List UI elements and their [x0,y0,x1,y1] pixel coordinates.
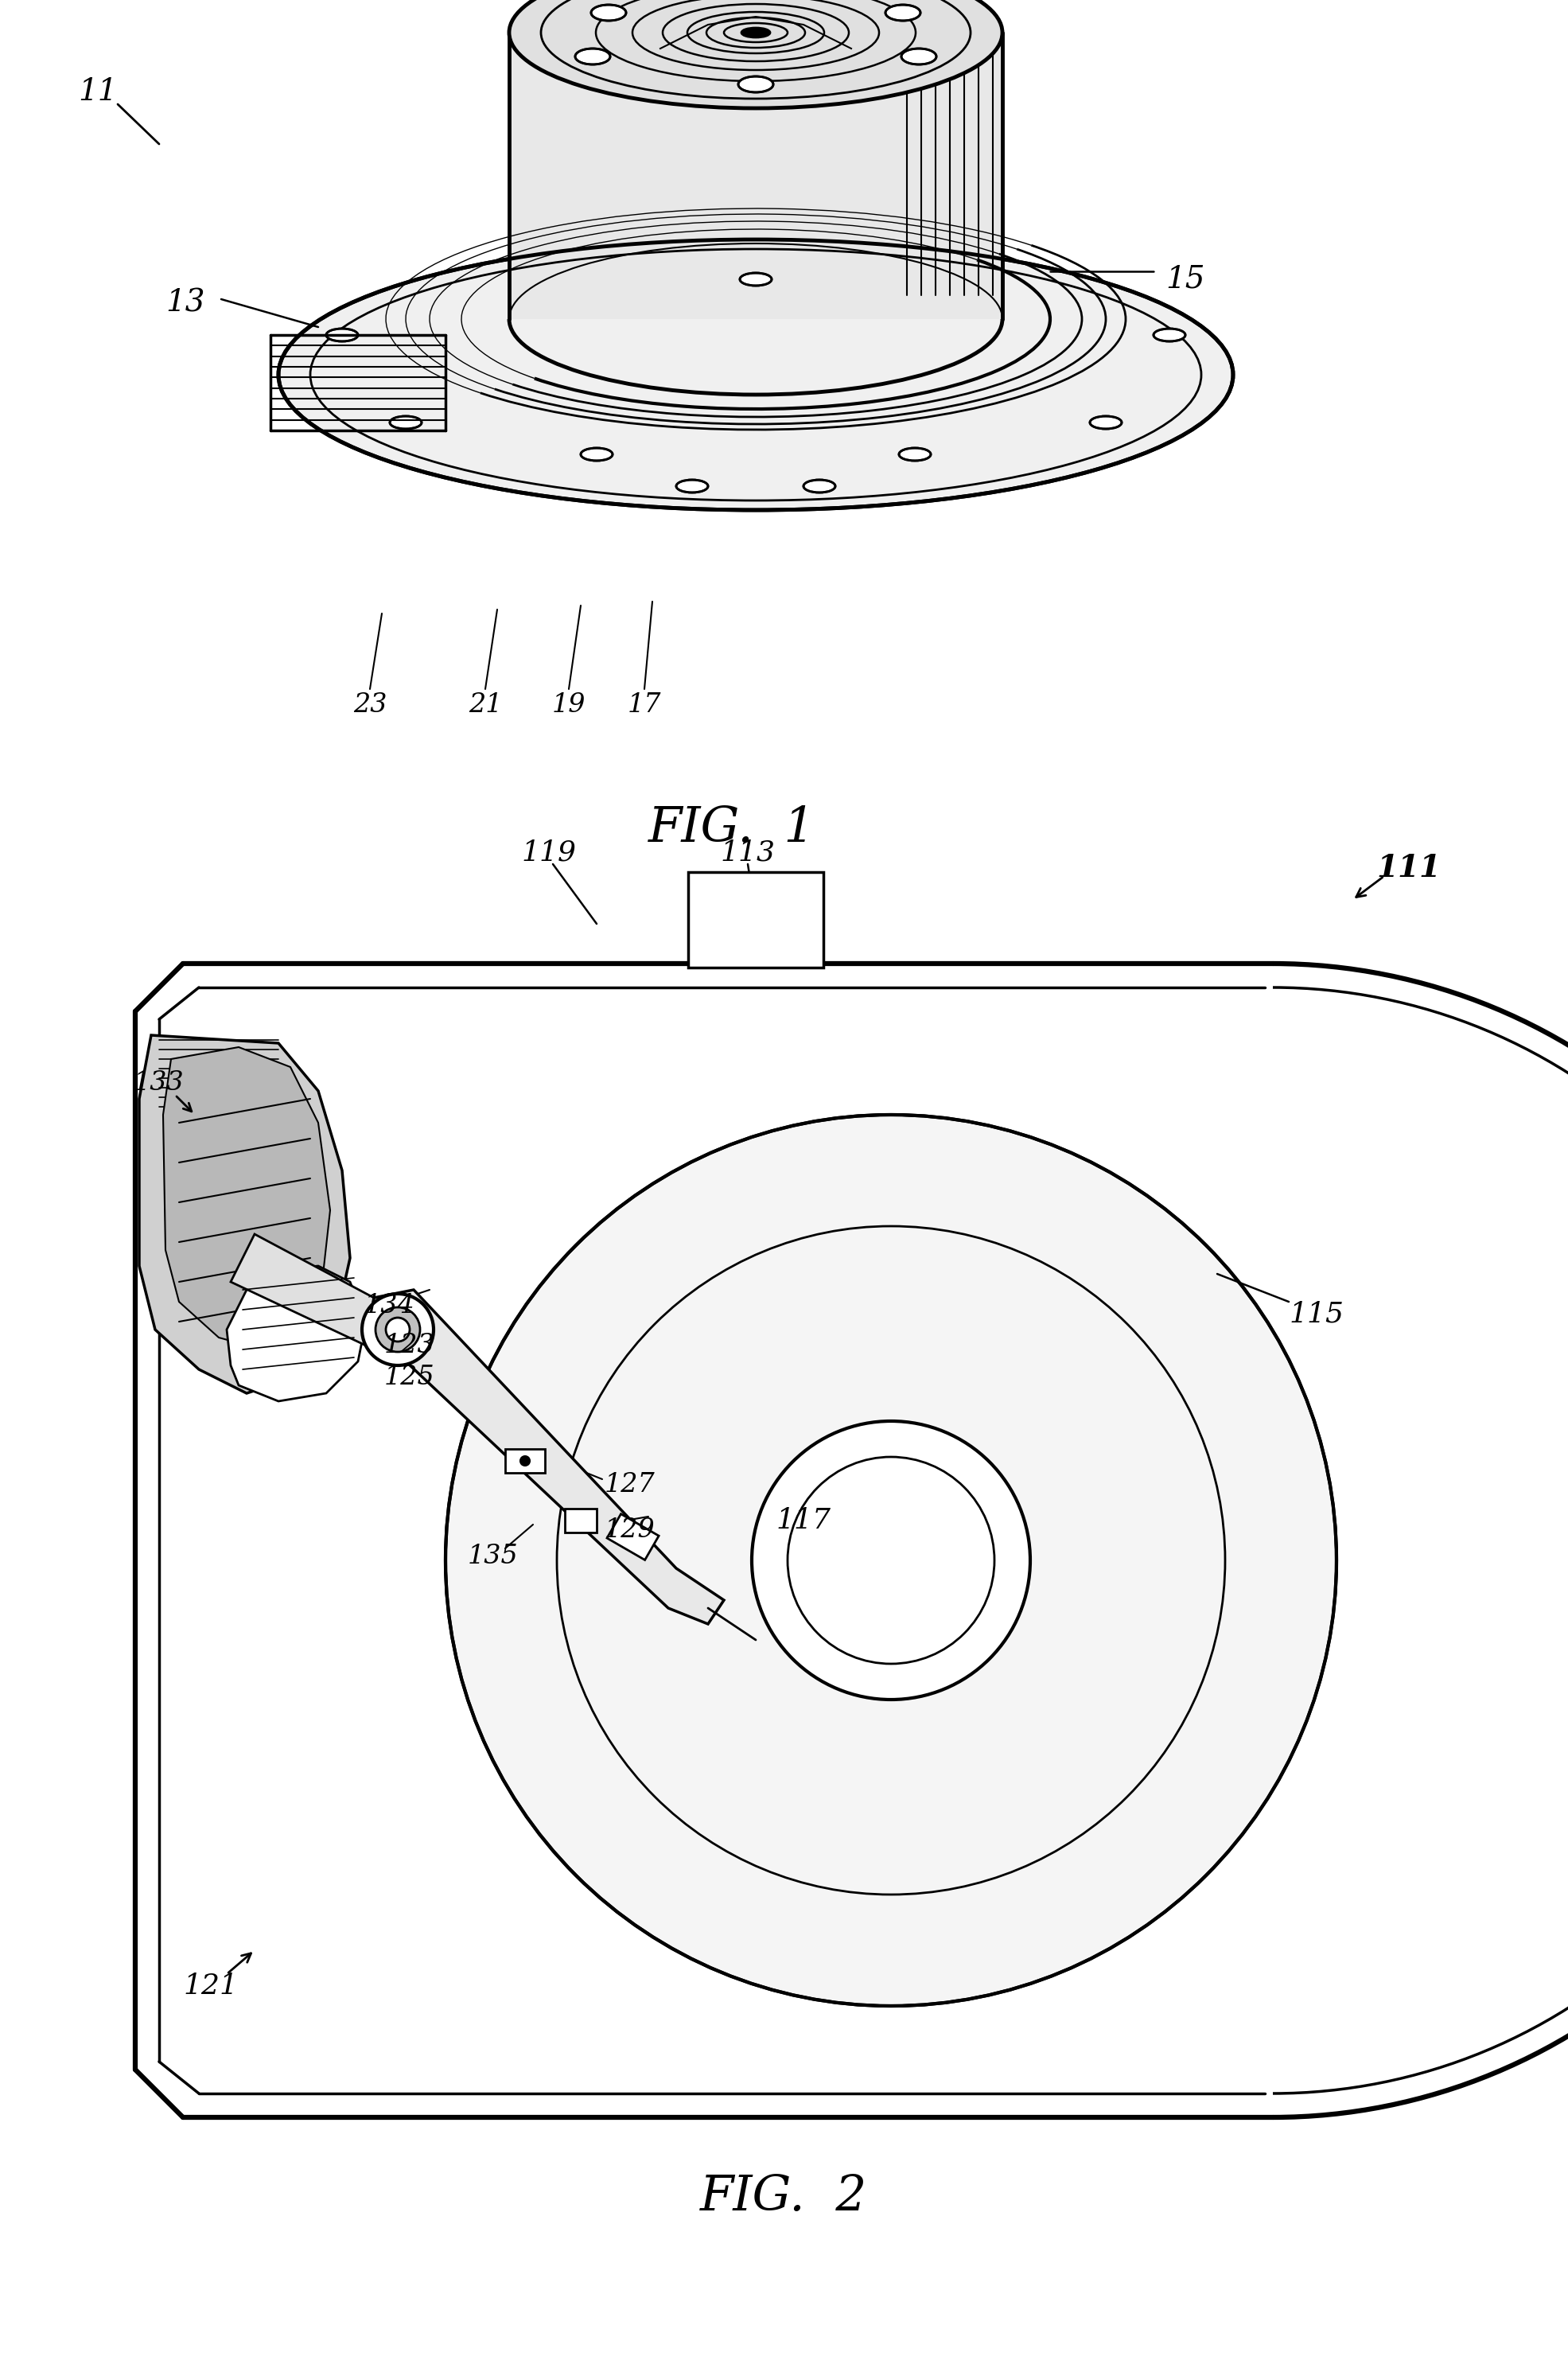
Text: 11: 11 [78,78,118,106]
Ellipse shape [375,1307,420,1352]
Polygon shape [163,1047,331,1350]
Ellipse shape [1154,329,1185,340]
Polygon shape [230,1234,373,1345]
Text: 115: 115 [1289,1300,1344,1326]
Text: 21: 21 [469,693,502,719]
Ellipse shape [898,447,931,461]
Ellipse shape [326,329,358,340]
Bar [505,1449,546,1473]
Polygon shape [227,1267,365,1402]
Ellipse shape [362,1293,434,1366]
Ellipse shape [591,5,626,21]
Ellipse shape [803,480,836,492]
Ellipse shape [886,5,920,21]
Ellipse shape [575,50,610,64]
Ellipse shape [742,28,770,38]
Ellipse shape [390,416,422,428]
Ellipse shape [902,50,936,64]
Polygon shape [140,1035,350,1392]
Text: 17: 17 [627,693,662,719]
Text: 127: 127 [605,1473,655,1496]
Text: 129: 129 [605,1518,655,1544]
Ellipse shape [279,239,1232,511]
Text: 117: 117 [776,1506,831,1534]
Ellipse shape [1090,416,1121,428]
Ellipse shape [445,1116,1336,2007]
Bar [564,1508,597,1532]
Ellipse shape [676,480,709,492]
Ellipse shape [740,272,771,286]
Text: 134: 134 [364,1293,416,1319]
Ellipse shape [580,447,613,461]
Text: 15: 15 [1165,265,1204,293]
Text: 133: 133 [133,1071,185,1095]
Polygon shape [510,33,1002,319]
Text: FIG.  1: FIG. 1 [648,804,815,851]
Text: 119: 119 [522,839,577,865]
Text: 13: 13 [166,288,205,317]
Text: 135: 135 [467,1544,519,1570]
Text: 23: 23 [353,693,387,719]
Ellipse shape [386,1317,409,1340]
Text: 113: 113 [720,839,775,865]
Text: 123: 123 [384,1333,434,1359]
Bar [607,1513,659,1560]
Polygon shape [365,1291,724,1624]
Ellipse shape [521,1456,530,1466]
Bar [688,872,823,967]
Text: 111: 111 [1377,853,1441,884]
Ellipse shape [510,0,1002,109]
Text: 125: 125 [384,1364,434,1390]
Ellipse shape [751,1421,1030,1700]
Text: FIG.  2: FIG. 2 [699,2173,867,2220]
Text: 121: 121 [183,1972,238,2000]
Ellipse shape [739,76,773,92]
Text: 19: 19 [552,693,586,719]
